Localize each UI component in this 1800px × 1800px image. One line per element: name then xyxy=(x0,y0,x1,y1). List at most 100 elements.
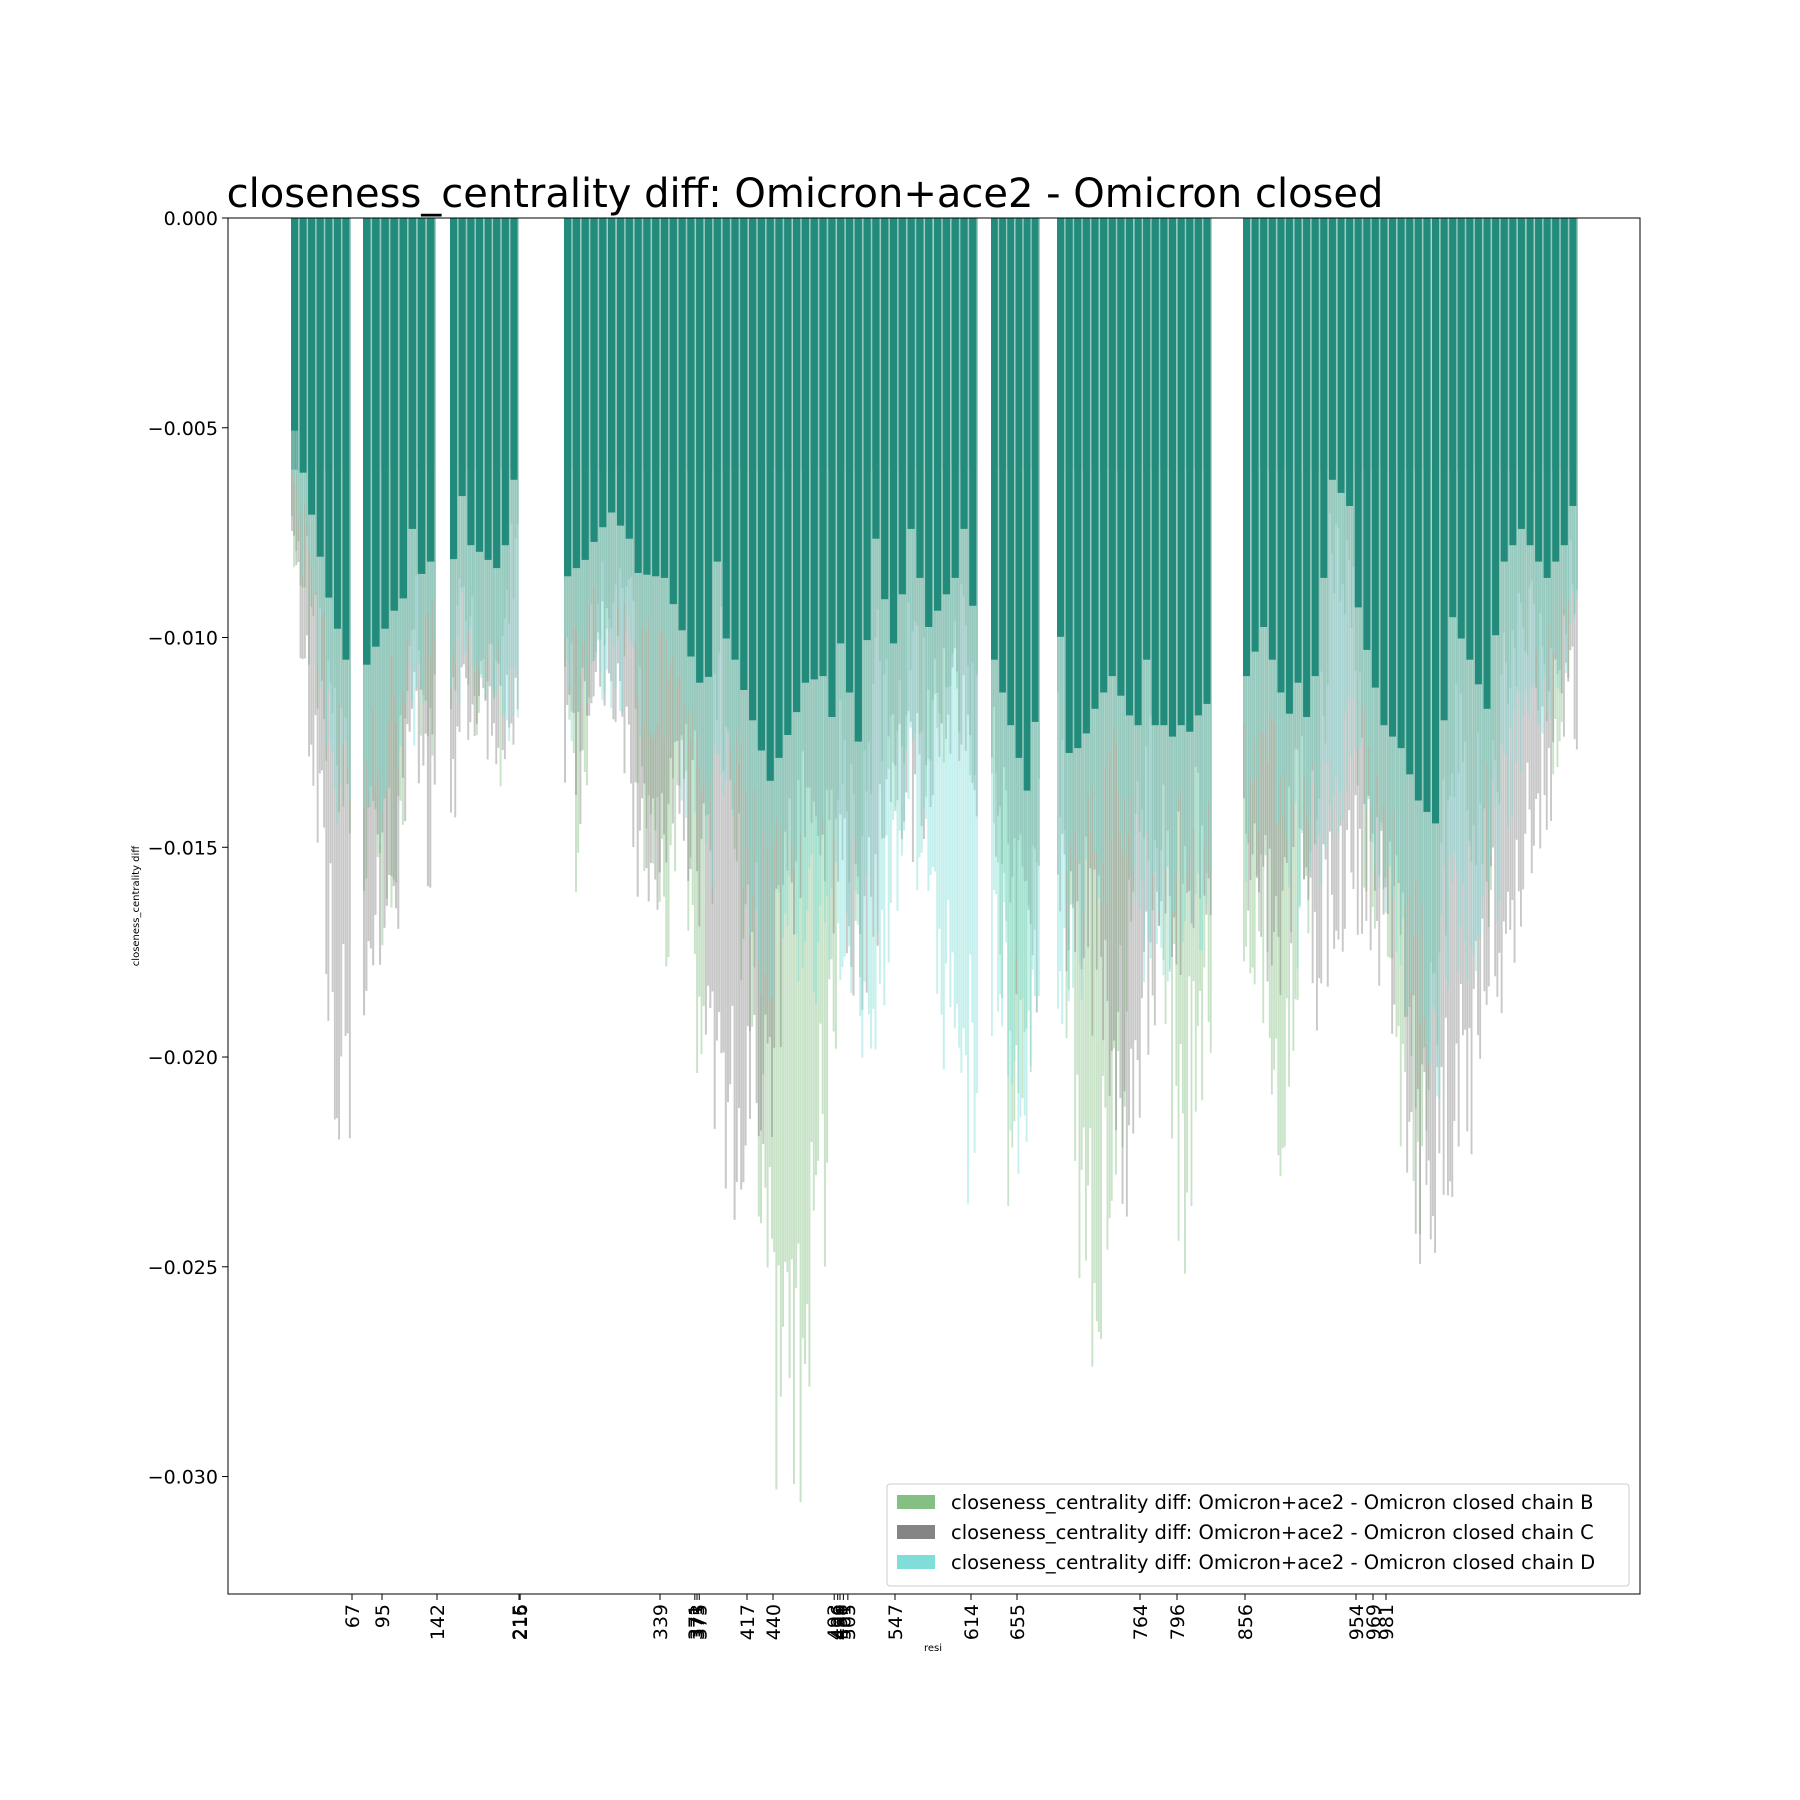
bar-series-3 xyxy=(951,218,954,953)
bar-series-3 xyxy=(331,218,334,753)
bar-series-3 xyxy=(1339,218,1342,793)
bar-series-1 xyxy=(788,218,791,1379)
bar-top xyxy=(845,218,854,693)
bar-series-3 xyxy=(953,218,956,1029)
legend-swatch-chain-b xyxy=(897,1495,935,1509)
bar-series-1 xyxy=(1550,218,1552,648)
bar-top xyxy=(828,218,836,717)
bar-top xyxy=(1168,218,1176,737)
bar-series-2 xyxy=(516,218,519,710)
bar-series-1 xyxy=(975,218,978,676)
bar-series-3 xyxy=(997,218,999,1012)
bar-series-2 xyxy=(834,218,837,819)
x-tick-label: 371 xyxy=(685,1604,707,1640)
bar-series-1 xyxy=(1106,218,1109,1250)
bar-top xyxy=(372,218,380,647)
bar-series-2 xyxy=(1500,218,1503,1014)
bar-series-3 xyxy=(406,218,409,641)
bar-series-3 xyxy=(1550,218,1552,719)
bar-top xyxy=(390,218,398,611)
bar-top xyxy=(308,218,316,515)
bar-series-1 xyxy=(665,218,668,967)
bar-series-1 xyxy=(826,218,829,1163)
bar-series-1 xyxy=(340,218,343,708)
bar-series-3 xyxy=(1283,218,1286,773)
bar-series-2 xyxy=(1447,218,1449,1196)
bar-series-3 xyxy=(340,218,343,786)
bar-series-1 xyxy=(878,218,881,662)
x-tick-label: 417 xyxy=(737,1604,759,1640)
bar-series-2 xyxy=(896,218,899,801)
bar-top xyxy=(1328,218,1336,480)
bar-top xyxy=(1457,218,1465,639)
bar-series-3 xyxy=(956,218,958,1004)
bar-series-1 xyxy=(1038,218,1040,779)
bar-series-3 xyxy=(1361,218,1363,703)
bar-series-1 xyxy=(1177,218,1180,1241)
bar-series-1 xyxy=(1352,218,1355,567)
bar-series-1 xyxy=(784,218,787,1262)
bar-series-3 xyxy=(1029,218,1032,1067)
bar-series-2 xyxy=(340,218,343,1057)
bar-top xyxy=(1023,218,1031,791)
bar-series-2 xyxy=(1201,218,1204,826)
x-tick-label: 655 xyxy=(1007,1604,1029,1640)
bar-series-3 xyxy=(397,218,400,767)
y-axis-label: closeness_centrality diff xyxy=(131,845,142,967)
bar-series-2 xyxy=(1509,218,1512,930)
bar-top xyxy=(889,218,898,644)
bar-series-3 xyxy=(1567,218,1570,601)
bar-series-3 xyxy=(1072,218,1074,988)
bar-series-2 xyxy=(922,218,925,839)
bar-top xyxy=(1082,218,1090,734)
bar-series-3 xyxy=(1123,218,1126,798)
bar-series-1 xyxy=(786,218,789,1272)
bar-series-2 xyxy=(790,218,793,883)
bar-series-1 xyxy=(738,218,740,814)
bar-series-3 xyxy=(314,218,317,592)
bar-series-3 xyxy=(1575,218,1578,599)
bar-top xyxy=(1108,218,1116,677)
bar-top xyxy=(863,218,871,641)
bar-series-2 xyxy=(1029,218,1032,925)
bar-series-1 xyxy=(779,218,782,1397)
bar-series-2 xyxy=(1121,218,1124,1204)
bar-series-2 xyxy=(911,218,914,862)
x-tick-label: 142 xyxy=(427,1604,449,1640)
bar-series-1 xyxy=(1249,218,1252,974)
bar-series-1 xyxy=(905,218,908,716)
bar-series-2 xyxy=(1513,218,1516,963)
bar-series-3 xyxy=(1141,218,1143,882)
bar-series-3 xyxy=(1318,218,1321,836)
bar-top xyxy=(299,218,307,473)
bar-series-2 xyxy=(967,218,969,716)
bar-top xyxy=(1065,218,1073,753)
bar-series-1 xyxy=(1013,218,1016,1122)
bar-series-3 xyxy=(870,218,873,1049)
bar-top xyxy=(1160,218,1168,726)
bar-top xyxy=(616,218,625,526)
x-tick-label: 375 xyxy=(689,1604,711,1640)
bar-series-2 xyxy=(887,218,890,737)
bar-series-1 xyxy=(1029,218,1032,1073)
bar-top xyxy=(1057,218,1065,637)
bar-series-1 xyxy=(1386,218,1389,957)
bar-series-1 xyxy=(1266,218,1269,952)
bar-top xyxy=(510,218,518,480)
legend-label-chain-c: closeness_centrality diff: Omicron+ace2 … xyxy=(951,1521,1594,1544)
bar-series-2 xyxy=(1115,218,1117,1131)
bar-top xyxy=(590,218,598,542)
bar-series-1 xyxy=(1575,218,1578,590)
bar-series-2 xyxy=(1333,218,1336,949)
bar-series-3 xyxy=(579,218,582,675)
bar-series-3 xyxy=(1331,218,1333,839)
bar-series-3 xyxy=(914,218,917,733)
bar-series-3 xyxy=(1326,218,1329,763)
bar-series-1 xyxy=(406,218,409,692)
legend-label-chain-b: closeness_centrality diff: Omicron+ace2 … xyxy=(951,1491,1594,1514)
bar-series-1 xyxy=(815,218,817,1176)
bar-series-3 xyxy=(1158,218,1161,912)
bar-top xyxy=(572,218,580,569)
bar-series-2 xyxy=(693,218,696,731)
bar-series-3 xyxy=(1209,218,1212,870)
